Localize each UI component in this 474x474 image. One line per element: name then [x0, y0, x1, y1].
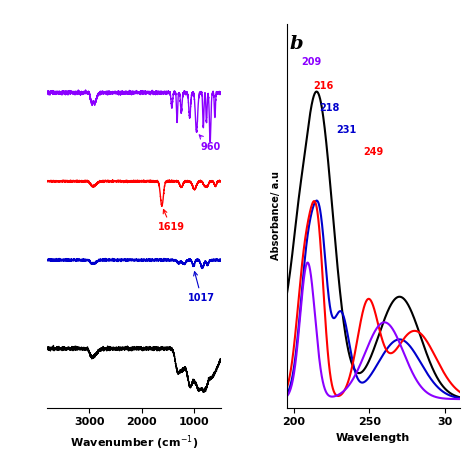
Text: 1619: 1619: [158, 210, 185, 232]
Text: b: b: [290, 35, 304, 53]
X-axis label: Wavenumber (cm$^{-1}$): Wavenumber (cm$^{-1}$): [70, 433, 198, 452]
X-axis label: Wavelength: Wavelength: [336, 433, 410, 443]
Y-axis label: Absorbance/ a.u: Absorbance/ a.u: [271, 171, 281, 260]
Text: 218: 218: [319, 103, 340, 113]
Text: 231: 231: [336, 125, 356, 135]
Text: 216: 216: [314, 81, 334, 91]
Text: 249: 249: [364, 147, 383, 157]
Text: 960: 960: [199, 135, 220, 152]
Text: 1017: 1017: [188, 272, 215, 303]
Text: 209: 209: [301, 57, 322, 67]
